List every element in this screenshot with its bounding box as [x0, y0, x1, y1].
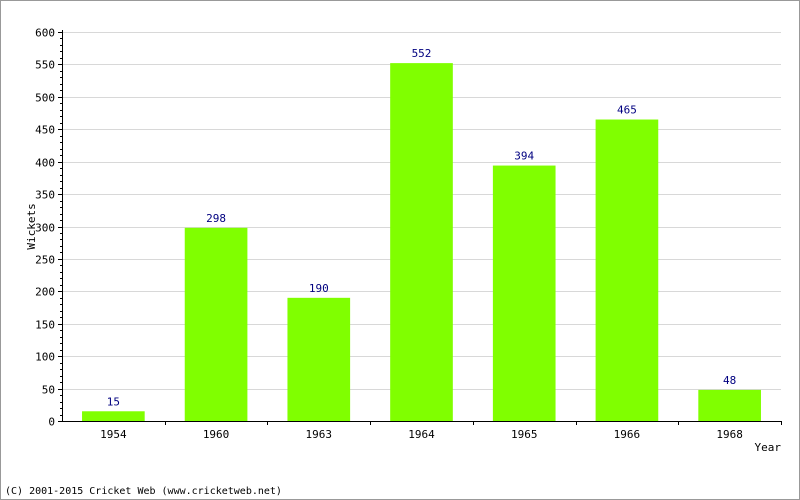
bar [492, 165, 556, 421]
y-tick-label: 600 [35, 27, 55, 40]
axes [58, 30, 782, 425]
data-label: 298 [206, 212, 226, 225]
y-tick-label: 50 [42, 384, 55, 397]
data-label: 552 [412, 47, 432, 60]
y-tick-label: 550 [35, 59, 55, 72]
x-tick-label: 1965 [511, 428, 538, 441]
y-tick-label: 100 [35, 351, 55, 364]
y-tick-label: 250 [35, 254, 55, 267]
y-tick-label: 400 [35, 157, 55, 170]
x-tick-label: 1964 [408, 428, 435, 441]
y-tick-label: 500 [35, 92, 55, 105]
x-tick-label: 1954 [100, 428, 127, 441]
data-label: 190 [309, 282, 329, 295]
y-tick-label: 300 [35, 222, 55, 235]
x-tick-label: 1968 [716, 428, 743, 441]
bars [82, 63, 761, 422]
bar [390, 63, 453, 422]
data-label: 48 [723, 374, 736, 387]
bar [698, 389, 761, 421]
y-tick-label: 450 [35, 124, 55, 137]
y-tick-label: 200 [35, 286, 55, 299]
bar [82, 411, 145, 421]
y-axis-title: Wickets [25, 203, 38, 249]
y-tick-label: 350 [35, 189, 55, 202]
data-label: 394 [514, 150, 534, 163]
bar [595, 119, 659, 422]
bar [184, 227, 248, 421]
data-label: 465 [617, 104, 637, 117]
copyright-footer: (C) 2001-2015 Cricket Web (www.cricketwe… [5, 486, 282, 497]
x-axis-title: Year [755, 441, 782, 454]
x-tick-label: 1966 [614, 428, 641, 441]
bar [287, 297, 351, 421]
x-tick-label: 1960 [203, 428, 230, 441]
x-tick-label: 1963 [306, 428, 333, 441]
data-label: 15 [107, 395, 120, 408]
y-tick-label: 150 [35, 319, 55, 332]
y-tick-label: 0 [48, 416, 55, 429]
labels: 0 50 100 150 200 250 300 350 400 450 500 550 600 15 19… [35, 27, 743, 442]
